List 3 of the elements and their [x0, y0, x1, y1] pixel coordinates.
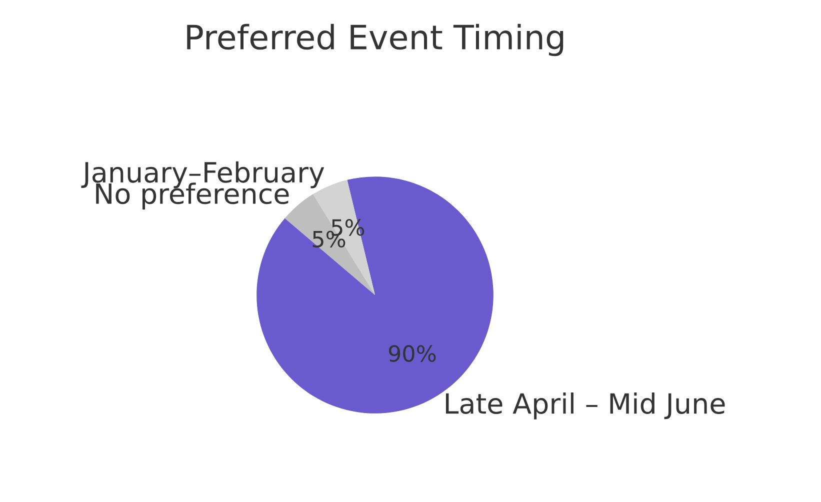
data-label: 90% — [388, 345, 436, 362]
chart-title: Preferred Event Timing — [187, 24, 564, 56]
slice-label: Late April – Mid June — [446, 392, 725, 420]
